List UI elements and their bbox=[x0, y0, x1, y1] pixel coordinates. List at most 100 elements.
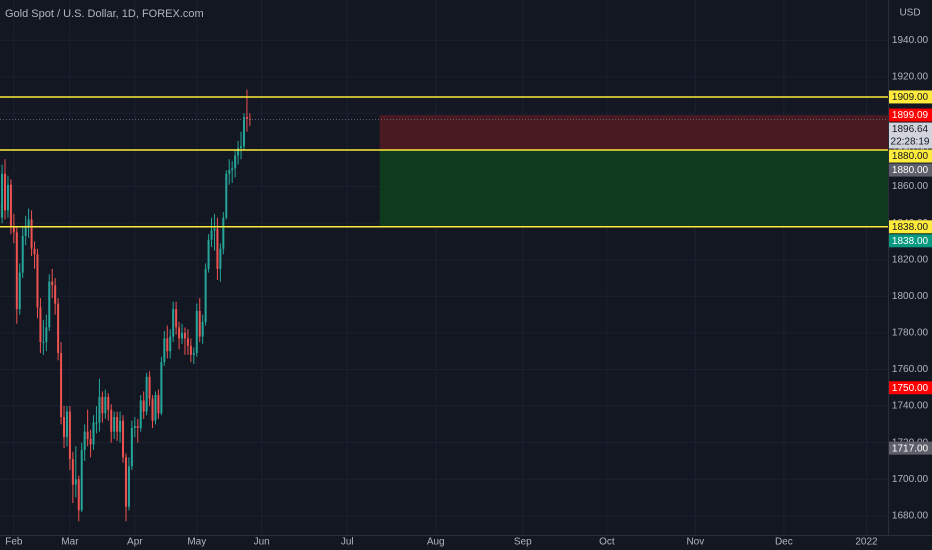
y-tick-label: 1860.00 bbox=[892, 181, 929, 192]
currency: USD bbox=[899, 8, 920, 19]
candle-body bbox=[157, 395, 160, 414]
candle-body bbox=[24, 226, 27, 236]
candle-body bbox=[198, 310, 201, 337]
price-tag bbox=[889, 108, 932, 122]
price-tag bbox=[889, 234, 932, 248]
candle-body bbox=[39, 307, 42, 343]
candle-body bbox=[65, 411, 68, 438]
candle-body bbox=[107, 396, 110, 410]
x-tick-label: Apr bbox=[127, 537, 143, 548]
candle-body bbox=[95, 422, 98, 424]
axes: 1680.001700.001720.001740.001760.001780.… bbox=[5, 35, 932, 548]
candle-body bbox=[92, 422, 95, 445]
candle-body bbox=[142, 400, 145, 412]
candle-body bbox=[242, 117, 245, 147]
candle-body bbox=[222, 217, 225, 249]
candle-body bbox=[124, 457, 127, 507]
candle-body bbox=[68, 411, 71, 460]
y-tick-label: 1920.00 bbox=[892, 71, 929, 82]
candle-body bbox=[77, 479, 80, 511]
chart-title: Gold Spot / U.S. Dollar, 1D, FOREX.com bbox=[5, 8, 204, 20]
stop-zone bbox=[379, 115, 888, 150]
x-tick-label: Feb bbox=[5, 537, 23, 548]
candle-body bbox=[151, 398, 154, 421]
candles bbox=[0, 89, 251, 522]
candle-body bbox=[113, 417, 116, 432]
candle-body bbox=[6, 184, 9, 211]
price-tag bbox=[889, 90, 932, 104]
candle-body bbox=[240, 146, 243, 149]
candle-body bbox=[245, 117, 248, 119]
candle-body bbox=[133, 426, 136, 428]
candle-body bbox=[175, 309, 178, 328]
candle-body bbox=[9, 184, 12, 227]
candle-body bbox=[216, 228, 219, 269]
candle-body bbox=[181, 332, 184, 339]
candle-body bbox=[104, 396, 107, 414]
candle-body bbox=[234, 155, 237, 169]
candle-body bbox=[63, 417, 66, 438]
candle-body bbox=[48, 281, 51, 328]
candle-body bbox=[169, 336, 172, 352]
price-tag-label: 1909.00 bbox=[892, 92, 929, 103]
price-tag bbox=[889, 149, 932, 163]
price-tag bbox=[889, 220, 932, 234]
candle-body bbox=[54, 285, 57, 304]
candle-body bbox=[86, 431, 89, 439]
candle-body bbox=[201, 321, 204, 337]
candle-body bbox=[18, 272, 21, 310]
candle-body bbox=[36, 254, 39, 308]
candle-body bbox=[57, 303, 60, 354]
candle-body bbox=[186, 338, 189, 346]
candle-body bbox=[195, 310, 198, 354]
candle-body bbox=[210, 230, 213, 240]
y-tick-label: 1820.00 bbox=[892, 254, 929, 265]
price-tag bbox=[889, 122, 932, 149]
candle-body bbox=[219, 248, 222, 269]
y-tick-label: 1760.00 bbox=[892, 364, 929, 375]
x-tick-label: Dec bbox=[775, 537, 793, 548]
candle-body bbox=[116, 417, 119, 432]
x-tick-label: Oct bbox=[599, 537, 615, 548]
candle-body bbox=[15, 232, 18, 310]
x-tick-label: Mar bbox=[61, 537, 79, 548]
price-tag-label: 1880.00 bbox=[892, 151, 929, 162]
candle-body bbox=[163, 338, 166, 363]
candle-body bbox=[166, 338, 169, 352]
candle-body bbox=[101, 396, 104, 414]
candle-body bbox=[145, 376, 148, 412]
y-tick-label: 1780.00 bbox=[892, 328, 929, 339]
target-zone bbox=[379, 149, 888, 227]
candle-body bbox=[148, 376, 151, 399]
candle-body bbox=[172, 309, 175, 337]
y-tick-label: 1680.00 bbox=[892, 510, 929, 521]
candle-body bbox=[74, 479, 77, 485]
candle-body bbox=[42, 342, 45, 344]
candle-body bbox=[178, 327, 181, 339]
candle-body bbox=[83, 431, 86, 450]
x-tick-label: May bbox=[187, 537, 206, 548]
candle-body bbox=[119, 420, 122, 432]
price-tag-label: 1717.00 bbox=[892, 443, 929, 454]
candle-body bbox=[80, 449, 83, 511]
x-tick-label: Nov bbox=[686, 537, 704, 548]
candle-body bbox=[89, 438, 92, 445]
candle-body bbox=[4, 173, 7, 211]
price-tag-label: 1880.00 bbox=[892, 165, 929, 176]
candle-body bbox=[130, 428, 133, 467]
x-tick-label: 2022 bbox=[855, 537, 878, 548]
price-tag bbox=[889, 163, 932, 177]
countdown: 22:28:19 bbox=[891, 137, 930, 148]
candle-body bbox=[207, 239, 210, 269]
candle-body bbox=[228, 170, 231, 174]
candle-body bbox=[160, 362, 163, 414]
candle-body bbox=[51, 281, 54, 286]
candle-body bbox=[136, 426, 139, 428]
candle-body bbox=[225, 173, 228, 218]
candle-body bbox=[183, 332, 186, 339]
price-tag-label: 1838.00 bbox=[892, 222, 929, 233]
price-tag-label: 1899.09 bbox=[892, 110, 929, 121]
candle-body bbox=[30, 219, 33, 249]
